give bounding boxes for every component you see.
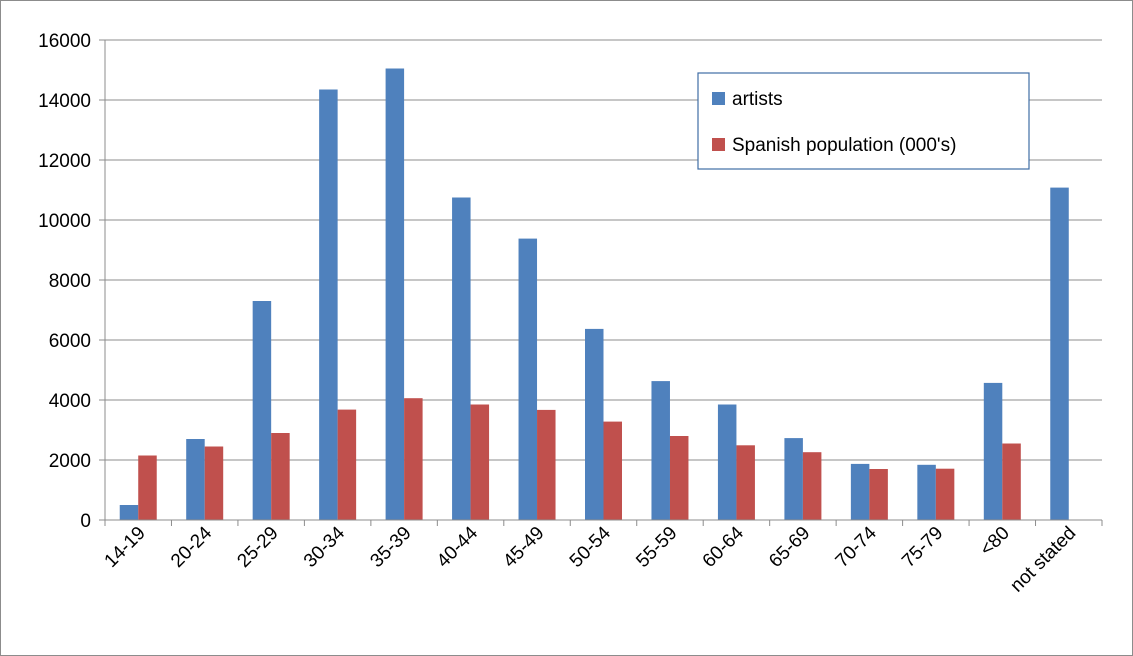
x-tick-label-65-69: 65-69 (765, 523, 814, 572)
bar-spanish-population-000-s-30-34 (337, 409, 357, 520)
bar-artists-35-39 (385, 68, 405, 520)
x-tick-labels: 14-19 20-24 25-29 30-34 35-39 40-44 45-49 50-54… (101, 522, 1081, 596)
bar-spanish-population-000-s-60-64 (736, 445, 755, 520)
y-tick-label-14000: 14000 (38, 91, 91, 112)
x-tick-label-25-29: 25-29 (233, 523, 282, 572)
bar-spanish-population-000-s-14-19 (138, 455, 157, 520)
y-tick-label-4000: 4000 (49, 391, 91, 412)
y-tick-label-6000: 6000 (49, 331, 91, 352)
x-tick-label-35-39: 35-39 (366, 523, 415, 572)
bar-artists-65-69 (784, 438, 803, 520)
bar-artists-50-54 (585, 328, 604, 520)
legend-swatch-artists (712, 92, 725, 105)
bar-artists-70-74 (850, 463, 870, 520)
bar-artists-not-stated (1050, 187, 1069, 520)
bar-spanish-population-000-s-lt-80 (1002, 443, 1021, 520)
bar-spanish-population-000-s-40-44 (470, 404, 490, 520)
bar-artists-55-59 (651, 381, 670, 520)
legend-swatch-spanish-population (712, 138, 725, 151)
x-tick-label-40-44: 40-44 (433, 522, 483, 572)
y-tick-label-8000: 8000 (49, 271, 91, 292)
bar-spanish-population-000-s-70-74 (869, 469, 888, 520)
bar-spanish-population-000-s-50-54 (603, 421, 622, 520)
legend-label-artists: artists (732, 89, 783, 110)
bar-artists-75-79 (917, 464, 936, 520)
x-tick-label-45-49: 45-49 (499, 523, 548, 572)
bar-artists-25-29 (252, 301, 272, 520)
bar-spanish-population-000-s-55-59 (669, 436, 689, 520)
bar-artists-45-49 (518, 238, 538, 520)
bar-artists-14-19 (119, 505, 139, 520)
x-tick-label-55-59: 55-59 (632, 523, 681, 572)
x-tick-label-60-64: 60-64 (699, 522, 749, 572)
y-tick-label-0: 0 (80, 511, 91, 532)
x-tick-label-50-54: 50-54 (566, 522, 616, 572)
bars (119, 68, 1069, 520)
axes (99, 39, 1103, 526)
legend-box (697, 72, 1030, 170)
x-tick-label-30-34: 30-34 (300, 522, 350, 572)
bar-spanish-population-000-s-20-24 (204, 446, 224, 520)
legend-label-spanish-population: Spanish population (000's) (732, 135, 956, 156)
y-tick-label-16000: 16000 (38, 31, 91, 52)
x-tick-label-lt-80: <80 (976, 523, 1014, 561)
bar-spanish-population-000-s-25-29 (271, 433, 290, 520)
y-tick-label-12000: 12000 (38, 151, 91, 172)
x-tick-label-14-19: 14-19 (101, 523, 150, 572)
y-tick-label-2000: 2000 (49, 451, 91, 472)
bar-artists-lt-80 (983, 382, 1003, 520)
y-tick-labels: 0 2000 4000 6000 8000 10000 12000 14000 16000 (38, 31, 91, 532)
bar-spanish-population-000-s-35-39 (404, 398, 423, 520)
bar-spanish-population-000-s-65-69 (802, 452, 822, 520)
bar-artists-20-24 (186, 439, 205, 520)
legend: artists Spanish population (000's) (697, 72, 1030, 170)
bar-artists-60-64 (717, 404, 737, 520)
bar-spanish-population-000-s-45-49 (537, 409, 556, 520)
bar-artists-30-34 (319, 89, 338, 520)
x-tick-label-20-24: 20-24 (167, 522, 217, 572)
x-tick-label-70-74: 70-74 (832, 522, 882, 572)
x-tick-label-75-79: 75-79 (898, 523, 947, 572)
x-tick-label-not-stated: not stated (1006, 523, 1080, 597)
bar-artists-40-44 (452, 197, 471, 520)
bar-spanish-population-000-s-75-79 (935, 468, 955, 520)
y-tick-label-10000: 10000 (38, 211, 91, 232)
